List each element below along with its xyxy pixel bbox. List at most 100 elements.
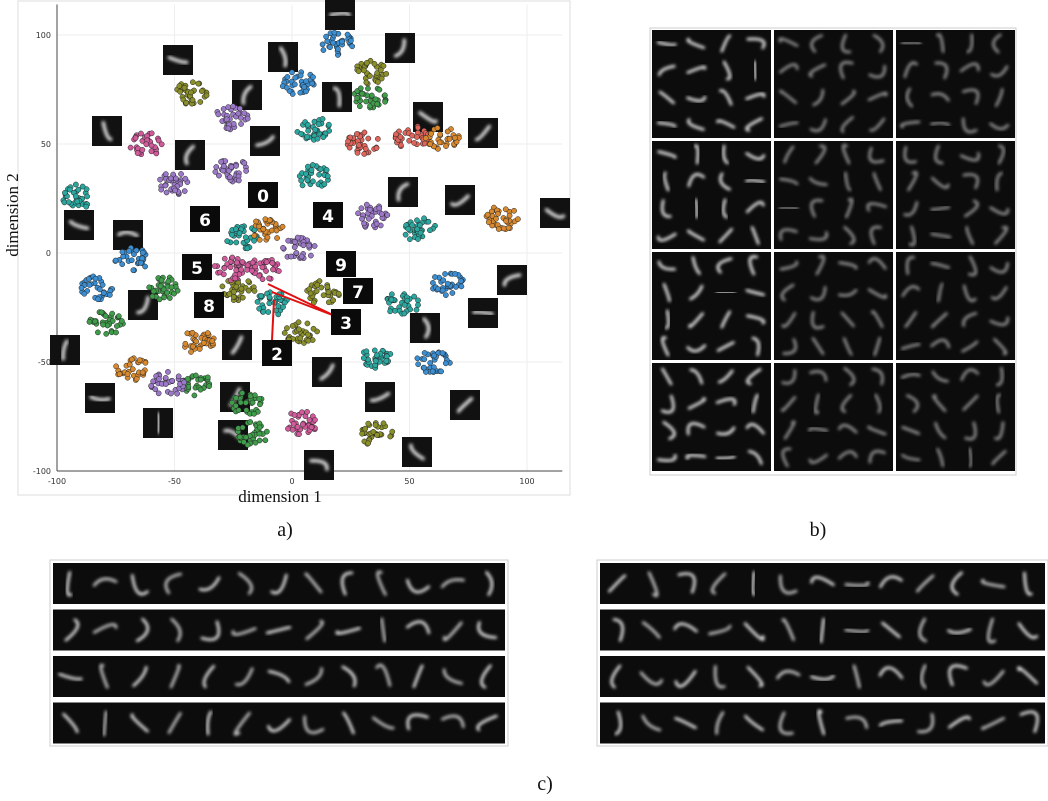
point [495, 226, 502, 232]
point [244, 245, 251, 252]
tile-stroke [716, 119, 736, 129]
point [301, 84, 308, 90]
point [335, 46, 341, 52]
tile-stroke [878, 666, 904, 680]
tile-stroke [868, 146, 885, 164]
tile-stroke [867, 257, 887, 270]
arrow [271, 299, 275, 341]
point [484, 211, 491, 218]
point [229, 231, 235, 238]
point [383, 358, 390, 364]
thumbnail-stroke [393, 38, 407, 58]
point [309, 162, 316, 168]
point [362, 145, 369, 152]
point [290, 420, 297, 427]
point [81, 290, 88, 297]
point [230, 120, 237, 127]
cluster [360, 347, 394, 371]
point [115, 313, 122, 319]
point [313, 288, 320, 294]
tile-stroke [968, 447, 973, 468]
tile-stroke [745, 288, 765, 297]
x-axis-label: dimension 1 [238, 487, 322, 506]
tile-stroke [304, 572, 323, 594]
point [511, 207, 517, 214]
cluster [384, 291, 421, 317]
tile-stroke [265, 626, 292, 635]
point [310, 178, 316, 185]
point [323, 33, 329, 40]
point [387, 433, 394, 440]
image-block [774, 252, 893, 360]
point [442, 271, 448, 277]
point [428, 130, 435, 137]
tile-stroke [814, 144, 827, 165]
point [309, 80, 316, 87]
tile-stroke [837, 423, 858, 434]
thumbnail-stroke [68, 220, 90, 230]
point [229, 254, 236, 261]
cluster [211, 254, 250, 284]
tile-stroke [872, 172, 882, 191]
point [288, 253, 294, 260]
tile-stroke [930, 262, 950, 269]
tile-stroke [934, 61, 949, 80]
tile-stroke [657, 453, 677, 462]
point [414, 355, 421, 362]
tile-stroke [746, 666, 764, 687]
tile-stroke [982, 669, 1005, 687]
point [162, 375, 169, 381]
tile-stroke [948, 715, 971, 729]
point [303, 78, 309, 85]
point [279, 223, 286, 230]
tile-stroke [1017, 666, 1038, 685]
point [415, 236, 421, 242]
point [324, 173, 331, 180]
tile-stroke [687, 173, 705, 188]
tile-stroke [989, 261, 1009, 274]
point [360, 355, 367, 361]
point [324, 284, 331, 290]
point [188, 349, 194, 355]
point [203, 92, 210, 99]
tile-stroke [815, 254, 826, 276]
tile-stroke [900, 120, 921, 129]
point [165, 278, 172, 285]
point [502, 206, 509, 213]
point [305, 163, 311, 170]
point [289, 323, 296, 329]
tile-stroke [989, 122, 1010, 131]
point [330, 297, 337, 304]
point [162, 182, 169, 189]
thumbnail-stroke [332, 86, 342, 108]
point [232, 226, 239, 232]
tile-stroke [838, 261, 858, 270]
tile-stroke [412, 664, 424, 689]
point [298, 177, 304, 184]
point [319, 116, 326, 122]
point [256, 430, 263, 437]
tile-stroke [660, 199, 672, 218]
point [249, 267, 255, 274]
point [256, 272, 262, 279]
tile-stroke [372, 716, 395, 730]
thumbnail-stroke [309, 458, 329, 471]
tile-stroke [745, 92, 766, 101]
point [367, 206, 373, 213]
point [152, 386, 159, 393]
point [221, 265, 228, 271]
thumbnail-stroke [117, 230, 139, 238]
point [294, 424, 301, 430]
point [378, 67, 384, 73]
point [176, 83, 183, 89]
thumbnail-stroke [279, 46, 288, 68]
point [99, 282, 106, 288]
point [133, 375, 140, 382]
tile-stroke [708, 624, 732, 636]
thumbnail-stroke [544, 208, 566, 219]
point [389, 428, 396, 435]
tile-stroke [656, 121, 677, 128]
point [216, 172, 222, 179]
point [206, 383, 212, 390]
point [323, 167, 330, 173]
